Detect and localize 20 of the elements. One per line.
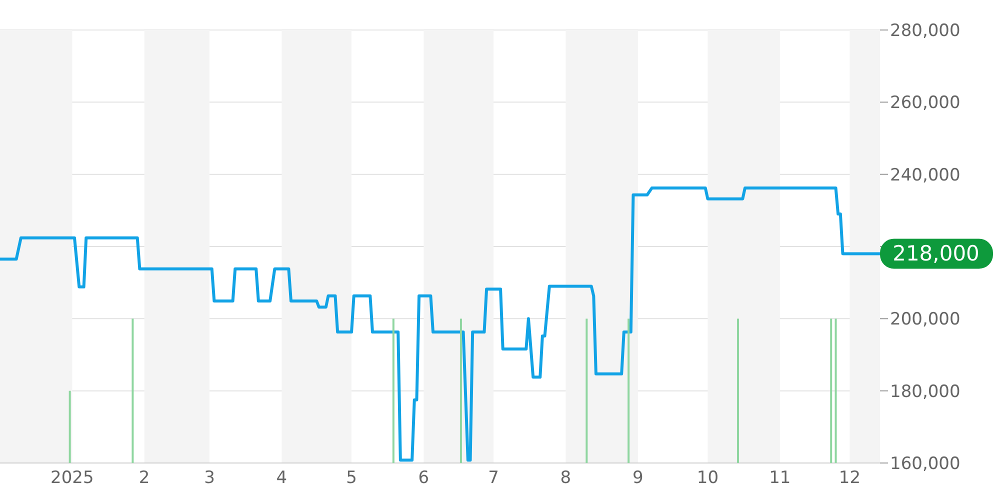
x-tick-label: 6: [418, 468, 430, 488]
y-tick-label: 200,000: [890, 310, 960, 330]
annotation: 218,000: [892, 242, 980, 266]
line-series: [0, 186, 880, 462]
x-tick-label: 4: [276, 468, 288, 488]
y-tick-label: 180,000: [890, 382, 960, 402]
y-tick-label: 260,000: [890, 93, 960, 114]
x-tick-label: 9: [632, 468, 644, 488]
y-tick-label: 160,000: [890, 454, 960, 474]
y-tick-label: 280,000: [890, 21, 960, 42]
x-tick-label: 10: [696, 468, 719, 488]
x-tick-label: 8: [560, 468, 572, 488]
x-tick-label: 11: [769, 468, 791, 488]
x-tick-label: 12: [838, 468, 861, 488]
x-tick-label: 2: [138, 468, 150, 488]
y-tick-label: 240,000: [890, 165, 960, 186]
x-tick-label: 3: [204, 468, 215, 488]
x-tick-label: 2025: [50, 468, 94, 488]
x-tick-label: 5: [346, 468, 357, 488]
x-tick-label: 7: [488, 468, 499, 488]
